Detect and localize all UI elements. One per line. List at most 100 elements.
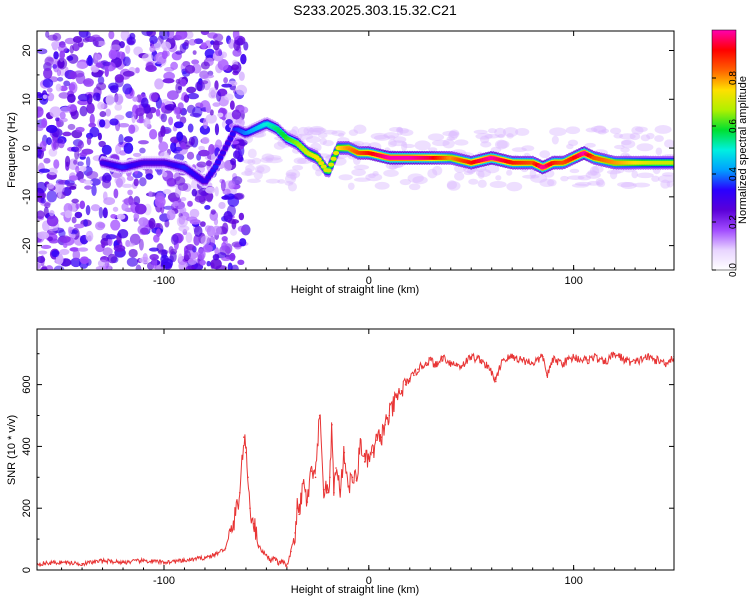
spectrogram-noise-cell — [338, 174, 353, 181]
spectrogram-noise-cell — [141, 53, 154, 62]
spectrogram-y-tick-label: 0 — [21, 145, 33, 151]
spectrogram-noise-cell — [123, 142, 134, 154]
spectrogram-noise-cell — [227, 218, 240, 225]
spectrogram-ridge-cell — [205, 175, 212, 180]
spectrogram-noise-cell — [662, 172, 674, 177]
spectrogram-noise-cell — [116, 213, 126, 220]
spectrogram-noise-cell — [155, 228, 161, 238]
spectrogram-noise-cell — [237, 139, 248, 146]
spectrogram-noise-cell — [253, 170, 263, 180]
snr-panel: -100 0 100 0 200 400 600 Height of straight li… — [6, 328, 675, 596]
snr-data-point — [552, 359, 554, 361]
spectrogram-ridge-cell — [202, 179, 209, 184]
spectrogram-noise-cell — [210, 209, 216, 215]
spectrogram-noise-cell — [66, 182, 77, 189]
spectrogram-noise-cell — [157, 249, 169, 255]
spectrogram-noise-cell — [214, 248, 220, 255]
spectrogram-noise-cell — [229, 252, 236, 262]
spectrogram-noise-cell — [209, 109, 214, 116]
spectrogram-noise-cell — [89, 113, 95, 126]
spectrogram-noise-cell — [286, 172, 297, 177]
snr-data-point — [511, 356, 513, 358]
colorbar-tick-label: 0.4 — [728, 167, 739, 181]
snr-data-point — [363, 461, 366, 463]
spectrogram-noise-cell — [560, 175, 569, 182]
spectrogram-ridge-cell — [217, 155, 224, 160]
spectrogram-noise-cell — [502, 127, 519, 137]
spectrogram-noise-cell — [126, 36, 136, 46]
spectrogram-noise-cell — [66, 55, 74, 61]
spectrogram-noise-cell — [86, 31, 91, 39]
snr-data-point — [122, 561, 124, 564]
spectrogram-noise-cell — [212, 102, 221, 107]
colorbar-tick-label: 0.2 — [728, 215, 739, 229]
spectrogram-noise-cell — [160, 125, 166, 137]
spectrogram-noise-cell — [303, 126, 314, 136]
spectrogram-noise-cell — [312, 127, 327, 133]
spectrogram-noise-cell — [145, 173, 154, 180]
spectrogram-noise-cell — [165, 128, 170, 134]
snr-data-point — [347, 485, 350, 488]
snr-data-point — [603, 362, 606, 364]
spectrogram-noise-cell — [317, 132, 328, 139]
spectrogram-noise-cell — [585, 171, 601, 179]
snr-data-point — [247, 476, 249, 479]
spectrogram-noise-cell — [69, 175, 78, 181]
spectrogram-noise-cell — [205, 104, 211, 114]
spectrogram-noise-cell — [494, 139, 508, 150]
spectrogram-noise-cell — [59, 248, 70, 256]
spectrogram-noise-cell — [53, 51, 59, 60]
spectrogram-noise-cell — [37, 231, 50, 240]
spectrogram-x-tick-label: 0 — [366, 275, 372, 287]
spectrogram-noise-cell — [135, 107, 145, 117]
colorbar-tick-label: 0.0 — [728, 263, 739, 277]
spectrogram-noise-cell — [123, 197, 136, 206]
snr-data-point — [404, 383, 407, 386]
spectrogram-noise-cell — [46, 87, 53, 93]
spectrogram-noise-cell — [139, 147, 146, 154]
spectrogram-noise-cell — [188, 136, 195, 146]
spectrogram-noise-cell — [57, 187, 62, 199]
snr-x-axis-label: Height of straight line (km) — [291, 584, 419, 596]
spectrogram-noise-cell — [243, 159, 254, 164]
spectrogram-noise-cell — [148, 190, 153, 198]
spectrogram-noise-cell — [506, 181, 523, 192]
spectrogram-noise-cell — [132, 96, 139, 102]
spectrogram-noise-cell — [353, 164, 370, 170]
snr-y-tick-label: 600 — [21, 375, 33, 393]
snr-data-point — [238, 491, 241, 494]
spectrogram-noise-cell — [91, 184, 97, 197]
spectrogram-noise-cell — [309, 125, 325, 135]
spectrogram-noise-cell — [224, 93, 234, 101]
spectrogram-noise-cell — [178, 215, 186, 225]
spectrogram-noise-cell — [660, 179, 671, 189]
spectrogram-noise-cell — [62, 131, 72, 137]
spectrogram-noise-cell — [113, 188, 119, 199]
spectrogram-noise-cell — [37, 124, 44, 132]
spectrogram-noise-cell — [387, 139, 397, 148]
spectrogram-noise-cell — [39, 140, 47, 151]
spectrogram-noise-cell — [154, 78, 164, 90]
spectrogram-noise-cell — [133, 213, 140, 220]
spectrogram-noise-cell — [90, 66, 99, 73]
spectrogram-noise-cell — [241, 171, 255, 177]
spectrogram-noise-cell — [55, 83, 62, 92]
spectrogram-noise-cell — [67, 226, 73, 234]
spectrogram-noise-cell — [475, 132, 493, 140]
spectrogram-noise-cell — [521, 145, 535, 152]
spectrogram-noise-cell — [666, 180, 674, 188]
spectrogram-noise-cell — [134, 67, 140, 74]
spectrogram-noise-cell — [170, 234, 179, 245]
spectrogram-noise-cell — [265, 154, 282, 161]
spectrogram-noise-cell — [211, 151, 216, 164]
spectrogram-noise-cell — [621, 139, 636, 149]
spectrogram-noise-cell — [232, 31, 240, 41]
spectrogram-noise-cell — [191, 188, 198, 197]
snr-data-point — [351, 476, 354, 479]
colorbar-ticks: 0.0 0.2 0.4 0.6 0.8 — [712, 71, 739, 277]
spectrogram-ridge-cell — [320, 164, 327, 169]
spectrogram-noise-cell — [468, 178, 479, 185]
spectrogram-noise-cell — [200, 42, 207, 50]
snr-data-point — [449, 362, 452, 364]
